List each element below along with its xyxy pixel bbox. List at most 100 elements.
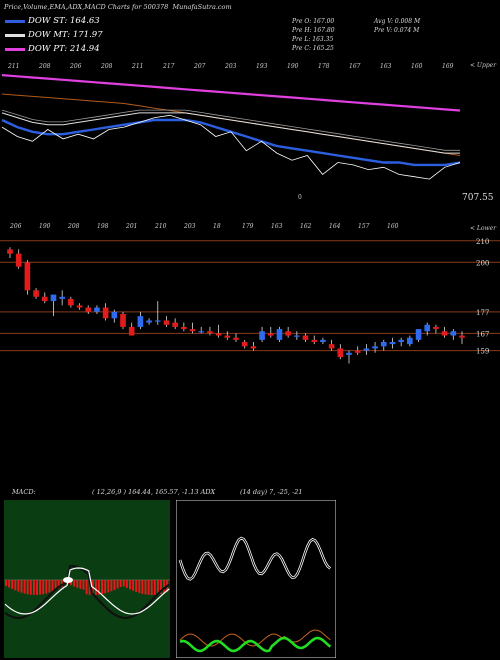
ema-blue-line: [1, 118, 461, 167]
candle-body: [250, 346, 257, 349]
macd-histogram-bar: [104, 580, 107, 594]
price-level-label: 167: [476, 330, 489, 338]
candle-body: [285, 331, 291, 336]
price-level-label: 200: [476, 259, 489, 267]
macd-histogram-bar: [42, 580, 45, 595]
ema-top-label: 190: [287, 63, 299, 70]
macd-histogram-bar: [57, 580, 60, 589]
candle-body: [346, 352, 352, 355]
candle-body: [459, 335, 465, 338]
macd-histogram-bar: [107, 580, 110, 593]
adx-minus-di: [179, 629, 331, 647]
price-top-label: 198: [97, 223, 109, 230]
macd-histogram-bar: [122, 580, 125, 587]
candle-body: [41, 296, 48, 302]
ema-top-label: 211: [7, 63, 19, 70]
candle-body: [311, 339, 318, 342]
price-top-label: 190: [39, 223, 51, 230]
ema-top-label: 160: [411, 63, 423, 70]
macd-histogram-bar: [150, 580, 153, 595]
macd-histogram-bar: [14, 580, 17, 591]
price-top-label: 162: [300, 223, 312, 230]
ema-low-label: 0: [298, 194, 302, 201]
macd-histogram-bar: [23, 580, 26, 594]
candle-body: [7, 249, 13, 254]
stat-avg-volume: Avg V: 0.008 M: [374, 18, 421, 25]
macd-histogram-bar: [141, 580, 144, 594]
upper-label: < Upper: [470, 62, 497, 69]
candle-body: [102, 307, 109, 319]
macd-histogram-bar: [153, 580, 156, 595]
macd-histogram-bar: [54, 580, 57, 591]
price-top-label: 206: [9, 223, 22, 230]
price-top-label: 201: [125, 223, 137, 230]
candle-body: [94, 307, 100, 312]
ema-top-label: 163: [380, 63, 392, 70]
candle-body: [68, 298, 74, 306]
price-level-label: 177: [476, 309, 489, 317]
macd-histogram-bar: [156, 580, 159, 595]
candle-body: [189, 329, 196, 332]
chart-title: Price,Volume,EMA,ADX,MACD Charts for 500…: [4, 3, 232, 11]
macd-histogram-bar: [129, 580, 131, 590]
macd-chart: [4, 500, 170, 658]
macd-histogram-bar: [125, 580, 128, 588]
price-level-label: 159: [476, 348, 489, 356]
macd-histogram-bar: [5, 580, 7, 586]
candle-body: [120, 314, 126, 327]
candle-body: [154, 320, 161, 322]
candle-body: [15, 253, 22, 267]
macd-histogram-bar: [88, 580, 91, 595]
macd-histogram-bar: [8, 580, 11, 588]
macd-histogram-bar: [20, 580, 23, 593]
ema-top-label: 211: [131, 63, 143, 70]
price-top-label: 210: [154, 223, 167, 230]
candle-body: [172, 322, 178, 327]
candle-body: [215, 333, 222, 336]
price-top-label: 18: [213, 223, 221, 230]
ema-white-line: [1, 112, 460, 154]
candle-body: [433, 326, 439, 330]
macd-histogram-bar: [45, 580, 48, 594]
macd-histogram-bar: [76, 580, 79, 588]
lower-label: < Lower: [470, 225, 497, 232]
ema-top-label: 207: [193, 63, 206, 70]
macd-histogram-bar: [138, 580, 141, 593]
candle-body: [450, 331, 457, 336]
candle-body: [320, 339, 326, 342]
ema-top-label: 193: [256, 63, 268, 70]
candle-body: [380, 342, 387, 347]
price-top-label: 203: [183, 223, 196, 230]
ema-value-label: 707.55: [462, 193, 494, 203]
stat-prev-low: Pre L: 163.35: [292, 36, 334, 43]
candle-body: [407, 337, 413, 345]
ema-pink-line: [1, 74, 461, 112]
macd-histogram-bar: [51, 580, 54, 592]
candle-body: [207, 331, 213, 334]
candle-body: [441, 331, 448, 336]
macd-background: [4, 500, 170, 658]
candle-body: [50, 294, 57, 302]
adx-line-inner: [179, 537, 331, 580]
stat-prev-volume: Pre V: 0.074 M: [374, 27, 420, 34]
macd-histogram-bar: [94, 580, 97, 595]
candle-body: [389, 342, 396, 345]
macd-histogram-bar: [119, 580, 122, 588]
macd-histogram-bar: [147, 580, 150, 595]
macd-histogram-bar: [39, 580, 42, 595]
ema-top-label: 178: [318, 63, 330, 70]
price-line: [1, 114, 461, 180]
candle-body: [328, 344, 335, 349]
candle-body: [241, 342, 248, 347]
adx-plus-di: [179, 636, 332, 653]
candle-body: [33, 290, 39, 297]
ema-chart: 211 208 206 208 211 217 207 203 193 190 178 167 163 1…: [1, 63, 461, 201]
macd-histogram-bar: [110, 580, 113, 592]
candle-body: [398, 339, 404, 342]
macd-line: [4, 567, 170, 615]
macd-histogram-bar: [144, 580, 147, 595]
macd-histogram-bar: [60, 580, 63, 588]
price-top-label: 157: [358, 223, 370, 230]
candle-body: [259, 331, 265, 340]
macd-histogram-bar: [116, 580, 119, 589]
